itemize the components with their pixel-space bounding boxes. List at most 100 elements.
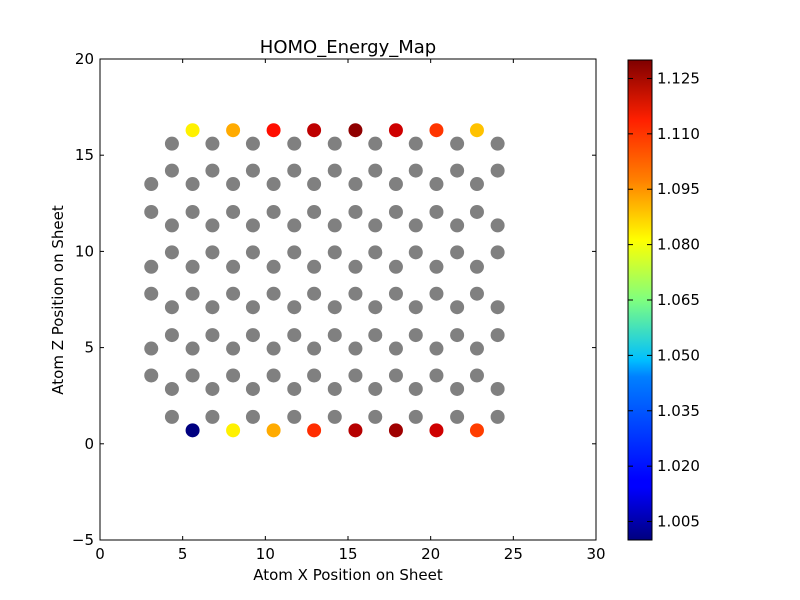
- atom-point: [469, 368, 484, 383]
- atom-point: [490, 409, 505, 424]
- atom-point: [205, 218, 220, 233]
- atom-point: [245, 409, 260, 424]
- x-tick-label: 10: [256, 545, 275, 563]
- atom-point: [205, 409, 220, 424]
- atom-point: [327, 245, 342, 260]
- atom-point: [408, 245, 423, 260]
- atom-point: [327, 381, 342, 396]
- atom-point: [185, 177, 200, 192]
- colored-atom-point: [307, 423, 322, 438]
- atom-point: [388, 286, 403, 301]
- atom-point: [307, 259, 322, 274]
- x-tick-label: 25: [504, 545, 523, 563]
- colored-atom-point: [226, 423, 241, 438]
- atom-point: [429, 177, 444, 192]
- atom-point: [287, 300, 302, 315]
- atom-point: [287, 245, 302, 260]
- atom-point: [266, 204, 281, 219]
- colored-atom-point: [348, 423, 363, 438]
- colored-atom-point: [469, 123, 484, 138]
- atom-point: [408, 409, 423, 424]
- atom-point: [287, 409, 302, 424]
- atom-point: [408, 300, 423, 315]
- y-tick-label: −5: [72, 531, 94, 549]
- atom-point: [144, 259, 159, 274]
- atom-point: [490, 136, 505, 151]
- atom-point: [164, 328, 179, 343]
- y-tick-label: 10: [75, 242, 94, 260]
- atom-point: [287, 136, 302, 151]
- atom-point: [226, 259, 241, 274]
- atom-point: [205, 381, 220, 396]
- atom-point: [245, 381, 260, 396]
- atom-point: [327, 409, 342, 424]
- atom-point: [469, 177, 484, 192]
- atom-point: [327, 218, 342, 233]
- atom-point: [469, 341, 484, 356]
- colorbar-tick-label: 1.005: [657, 513, 700, 531]
- atom-point: [490, 163, 505, 178]
- atom-point: [388, 368, 403, 383]
- atom-point: [368, 409, 383, 424]
- atom-point: [307, 177, 322, 192]
- atom-point: [245, 136, 260, 151]
- atom-point: [164, 409, 179, 424]
- atom-point: [226, 368, 241, 383]
- atom-point: [205, 328, 220, 343]
- atom-point: [408, 136, 423, 151]
- atom-point: [266, 368, 281, 383]
- atom-point: [469, 286, 484, 301]
- atom-point: [450, 136, 465, 151]
- colorbar-tick-label: 1.125: [657, 69, 700, 87]
- colored-atom-point: [469, 423, 484, 438]
- atom-point: [429, 204, 444, 219]
- atom-point: [144, 286, 159, 301]
- atom-point: [348, 368, 363, 383]
- colored-atom-point: [185, 123, 200, 138]
- atom-point: [307, 204, 322, 219]
- atom-point: [408, 328, 423, 343]
- atom-point: [245, 328, 260, 343]
- atom-point: [348, 259, 363, 274]
- colored-atom-point: [388, 123, 403, 138]
- colorbar-tick-label: 1.095: [657, 180, 700, 198]
- atom-point: [408, 381, 423, 396]
- atom-point: [144, 177, 159, 192]
- atom-point: [490, 300, 505, 315]
- x-axis-ticks: 0 5 10 15 20 25 30: [95, 59, 606, 563]
- atom-point: [469, 259, 484, 274]
- atom-point: [266, 341, 281, 356]
- colorbar-tick-label: 1.080: [657, 236, 700, 254]
- colorbar-ticks: 1.005 1.020 1.035 1.050 1.065 1.080 1.095 1.110…: [628, 69, 700, 531]
- atom-point: [490, 328, 505, 343]
- atom-point: [490, 218, 505, 233]
- atom-point: [408, 163, 423, 178]
- colored-atom-point: [226, 123, 241, 138]
- colorbar-tick-label: 1.065: [657, 291, 700, 309]
- x-axis-label: Atom X Position on Sheet: [253, 566, 443, 584]
- y-tick-label: 20: [75, 50, 94, 68]
- atom-point: [490, 245, 505, 260]
- colored-atom-point: [388, 423, 403, 438]
- atom-point: [368, 328, 383, 343]
- x-tick-label: 30: [586, 545, 605, 563]
- colored-atom-point: [429, 423, 444, 438]
- atom-point: [205, 163, 220, 178]
- y-axis-label: Atom Z Position on Sheet: [49, 205, 67, 395]
- atom-point: [245, 163, 260, 178]
- atom-point: [287, 381, 302, 396]
- atom-point: [368, 245, 383, 260]
- atom-point: [348, 341, 363, 356]
- atom-point: [164, 163, 179, 178]
- atom-point: [450, 409, 465, 424]
- atom-point: [185, 204, 200, 219]
- colorbar-tick-label: 1.035: [657, 402, 700, 420]
- x-tick-label: 20: [421, 545, 440, 563]
- atom-point: [368, 163, 383, 178]
- atom-point: [185, 286, 200, 301]
- atom-point: [287, 328, 302, 343]
- atom-point: [368, 218, 383, 233]
- atom-point: [408, 218, 423, 233]
- atom-point: [266, 177, 281, 192]
